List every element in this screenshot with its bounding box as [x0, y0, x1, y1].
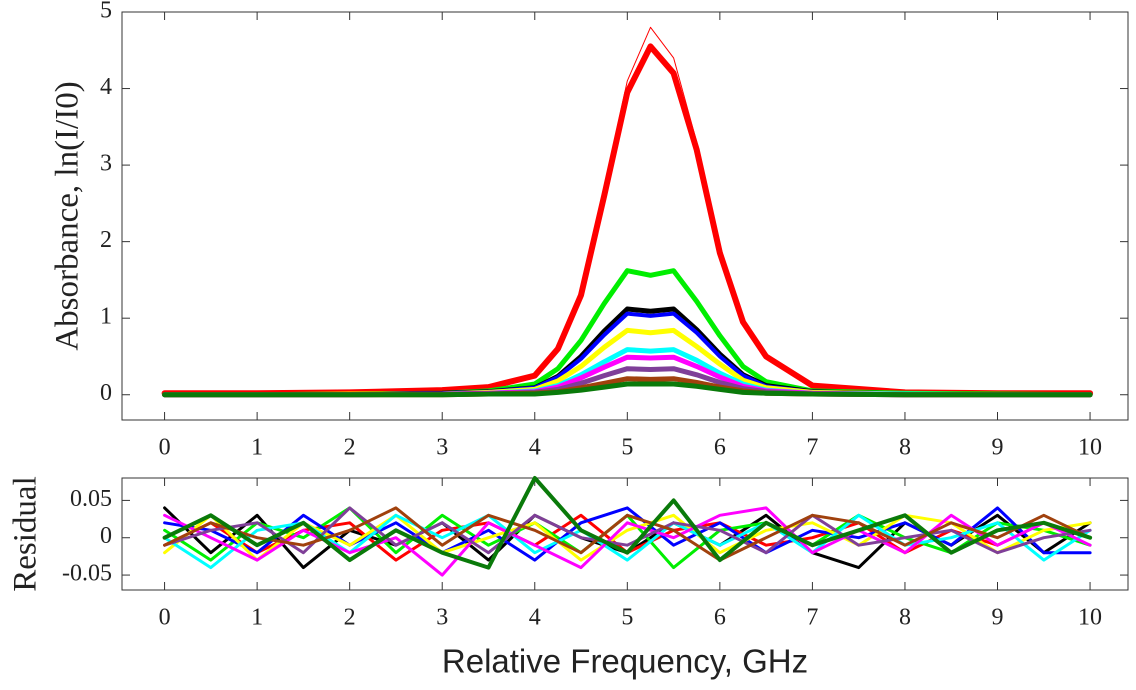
data-line	[162, 381, 1093, 398]
data-line	[163, 513, 1092, 562]
y-tick-label: 5	[100, 0, 112, 24]
x-tick-label: 0	[159, 435, 171, 461]
x-tick-label: 3	[436, 435, 448, 461]
data-line	[161, 43, 1094, 397]
y-tick-label: 2	[100, 227, 112, 253]
x-tick-label: 8	[899, 605, 911, 631]
y-tick-label: -0.05	[62, 561, 112, 587]
x-tick-label: 0	[159, 605, 171, 631]
y-tick-label: 0.05	[70, 486, 112, 512]
x-tick-label: 2	[344, 435, 356, 461]
y-axis-label: Residual	[8, 476, 44, 591]
y-tick-label: 3	[100, 151, 112, 177]
y-tick-label: 0	[100, 380, 112, 406]
x-tick-label: 4	[529, 605, 541, 631]
x-tick-label: 4	[529, 435, 541, 461]
x-tick-label: 6	[714, 435, 726, 461]
x-tick-label: 9	[992, 605, 1004, 631]
data-line	[163, 506, 1092, 577]
x-tick-label: 3	[436, 605, 448, 631]
x-tick-label: 1	[251, 605, 263, 631]
x-tick-label: 6	[714, 605, 726, 631]
data-line	[162, 354, 1093, 398]
y-axis-label: Absorbance, ln(I/I0)	[50, 81, 86, 350]
plot-frame	[121, 11, 1129, 421]
x-tick-label: 5	[621, 435, 633, 461]
x-tick-label: 7	[806, 605, 818, 631]
y-tick-label: 1	[100, 304, 112, 330]
y-tick-label: 4	[100, 74, 112, 100]
x-tick-label: 10	[1078, 605, 1102, 631]
x-tick-label: 7	[806, 435, 818, 461]
x-tick-label: 1	[251, 435, 263, 461]
plot-frame	[121, 477, 1129, 591]
data-line	[164, 26, 1091, 394]
y-tick-label: 0	[100, 523, 112, 549]
x-tick-label: 8	[899, 435, 911, 461]
x-tick-label: 10	[1078, 435, 1102, 461]
x-axis-label: Relative Frequency, GHz	[442, 643, 808, 680]
data-line	[162, 476, 1093, 570]
x-tick-label: 2	[344, 605, 356, 631]
data-line	[163, 506, 1092, 562]
x-tick-label: 9	[992, 435, 1004, 461]
x-tick-label: 5	[621, 605, 633, 631]
